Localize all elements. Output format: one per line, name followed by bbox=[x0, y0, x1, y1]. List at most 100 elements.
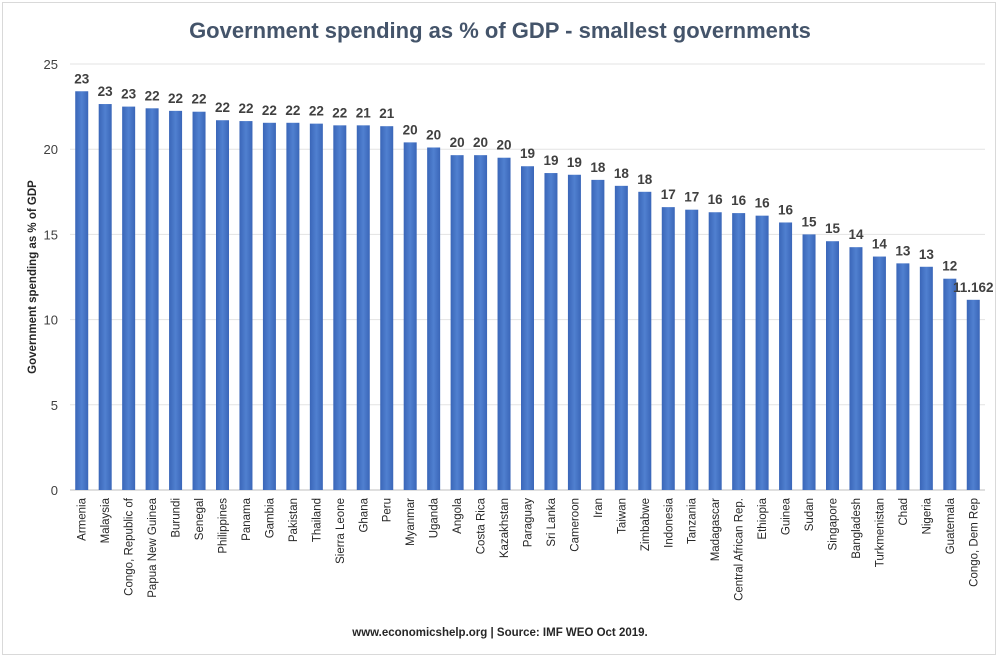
bar bbox=[567, 174, 581, 490]
data-label: 21 bbox=[356, 105, 372, 120]
data-label: 22 bbox=[262, 103, 277, 118]
data-label: 23 bbox=[74, 71, 90, 86]
bar bbox=[849, 247, 863, 490]
x-tick-label: Papua New Guinea bbox=[147, 497, 159, 597]
bar bbox=[216, 120, 229, 491]
x-tick-label: Thailand bbox=[311, 498, 323, 542]
bar bbox=[427, 147, 441, 490]
x-tick-label: Uganda bbox=[429, 497, 441, 538]
bar bbox=[638, 191, 652, 491]
bar bbox=[145, 108, 159, 490]
bar bbox=[826, 241, 839, 490]
data-label: 22 bbox=[168, 91, 183, 106]
bar bbox=[708, 212, 722, 491]
x-tick-label: Guatemala bbox=[945, 497, 957, 554]
y-tick-label: 15 bbox=[44, 227, 58, 242]
y-tick-label: 5 bbox=[51, 398, 58, 413]
bar bbox=[474, 155, 488, 490]
x-tick-label: Angola bbox=[452, 497, 464, 533]
x-tick-label: Burundi bbox=[171, 498, 183, 538]
data-label: 19 bbox=[543, 153, 558, 168]
data-label: 16 bbox=[708, 192, 724, 207]
data-label: 11.162 bbox=[953, 280, 994, 295]
y-axis-label: Government spending as % of GDP bbox=[27, 180, 39, 374]
y-tick-label: 10 bbox=[44, 313, 58, 328]
data-label: 16 bbox=[778, 202, 794, 217]
bar bbox=[544, 173, 558, 490]
bar bbox=[122, 106, 136, 490]
x-tick-label: Philippines bbox=[218, 498, 230, 554]
bar bbox=[685, 209, 699, 490]
data-label: 14 bbox=[848, 227, 864, 242]
bar bbox=[497, 157, 511, 490]
data-label: 22 bbox=[309, 104, 324, 119]
data-label: 20 bbox=[450, 135, 465, 150]
x-tick-label: Panama bbox=[241, 497, 253, 540]
bar bbox=[286, 122, 300, 491]
x-tick-label: Paraguay bbox=[523, 498, 535, 547]
bar bbox=[732, 213, 746, 490]
bar bbox=[75, 91, 89, 490]
x-tick-label: Malaysia bbox=[100, 497, 112, 543]
bar bbox=[521, 166, 534, 491]
data-label: 22 bbox=[145, 88, 160, 103]
data-label: 20 bbox=[473, 135, 488, 150]
data-label: 21 bbox=[379, 106, 395, 121]
x-tick-label: Bangladesh bbox=[851, 498, 863, 559]
x-tick-label: Iran bbox=[593, 498, 605, 518]
y-tick-label: 25 bbox=[44, 57, 58, 72]
data-label: 22 bbox=[285, 103, 300, 118]
bar bbox=[192, 111, 206, 490]
data-label: 22 bbox=[332, 105, 347, 120]
data-label: 15 bbox=[825, 221, 841, 236]
bar bbox=[896, 263, 910, 490]
data-label: 15 bbox=[802, 214, 818, 229]
bar bbox=[450, 155, 464, 490]
x-tick-label: Central African Rep. bbox=[734, 498, 746, 601]
x-tick-label: Kazakhstan bbox=[499, 498, 511, 558]
x-tick-label: Singapore bbox=[828, 498, 840, 550]
x-tick-label: Chad bbox=[898, 498, 910, 526]
data-label: 22 bbox=[192, 92, 207, 107]
x-tick-label: Ghana bbox=[358, 497, 370, 532]
x-tick-label: Sierra Leone bbox=[335, 498, 347, 564]
data-label: 18 bbox=[614, 166, 630, 181]
x-tick-label: Armenia bbox=[77, 497, 89, 540]
x-tick-label: Congo, Republic of bbox=[124, 497, 136, 596]
data-label: 18 bbox=[590, 160, 606, 175]
bar bbox=[779, 222, 793, 491]
data-label: 17 bbox=[684, 190, 699, 205]
x-tick-label: Nigeria bbox=[921, 497, 933, 534]
bar bbox=[943, 278, 957, 490]
bar bbox=[802, 234, 816, 490]
bar bbox=[661, 207, 675, 491]
data-label: 14 bbox=[872, 237, 888, 252]
data-label: 20 bbox=[497, 138, 512, 153]
x-tick-label: Guinea bbox=[781, 497, 793, 535]
x-tick-label: Zimbabwe bbox=[640, 498, 652, 551]
x-tick-label: Ethiopia bbox=[757, 497, 769, 539]
data-label: 20 bbox=[403, 122, 418, 137]
y-tick-label: 0 bbox=[51, 483, 58, 498]
x-tick-label: Taiwan bbox=[616, 498, 628, 534]
bar bbox=[591, 179, 605, 490]
x-tick-label: Madagascar bbox=[710, 498, 722, 561]
x-tick-label: Myanmar bbox=[405, 498, 417, 546]
bar bbox=[239, 121, 253, 491]
bar bbox=[872, 256, 886, 490]
data-label: 17 bbox=[661, 187, 676, 202]
x-tick-label: Pakistan bbox=[288, 498, 300, 542]
data-label: 23 bbox=[121, 87, 137, 102]
data-label: 22 bbox=[238, 101, 253, 116]
data-label: 20 bbox=[426, 127, 441, 142]
x-tick-label: Peru bbox=[382, 498, 394, 522]
y-tick-label: 20 bbox=[44, 142, 58, 157]
x-tick-label: Turkmenistan bbox=[874, 498, 886, 567]
data-label: 16 bbox=[755, 196, 771, 211]
x-tick-label: Senegal bbox=[194, 498, 206, 540]
data-label: 13 bbox=[919, 247, 935, 262]
bar bbox=[333, 125, 347, 491]
data-label: 19 bbox=[567, 155, 582, 170]
